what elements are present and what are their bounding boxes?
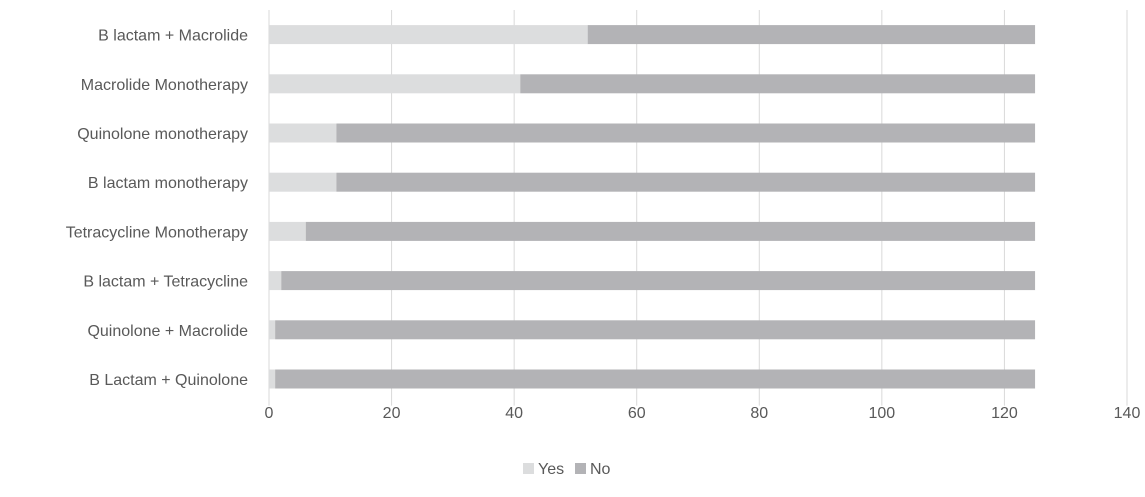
bar-yes-5 <box>269 271 282 291</box>
bar-yes-6 <box>269 320 276 340</box>
legend-label-no: No <box>590 461 611 478</box>
bars <box>269 25 1036 389</box>
bar-no-3 <box>336 172 1036 192</box>
category-label: B lactam monotherapy <box>88 175 248 192</box>
x-tick-label: 140 <box>1114 405 1141 422</box>
category-label: B lactam + Macrolide <box>98 28 248 45</box>
category-label: B Lactam + Quinolone <box>89 372 248 389</box>
legend-swatch-yes <box>523 463 534 474</box>
x-tick-label: 20 <box>383 405 401 422</box>
category-label: Macrolide Monotherapy <box>81 77 248 94</box>
gridlines <box>268 10 1128 406</box>
bar-yes-4 <box>269 221 306 241</box>
x-tick-label: 80 <box>750 405 768 422</box>
category-label: Quinolone + Macrolide <box>87 323 248 340</box>
bar-no-6 <box>275 320 1036 340</box>
x-tick-labels: 0 20 40 60 80 100 120 140 <box>265 405 1141 422</box>
category-label: Tetracycline Monotherapy <box>66 224 248 241</box>
x-tick-label: 0 <box>265 405 274 422</box>
x-tick-label: 60 <box>628 405 646 422</box>
category-label: Quinolone monotherapy <box>77 126 248 143</box>
x-tick-label: 100 <box>869 405 896 422</box>
x-tick-label: 120 <box>991 405 1018 422</box>
bar-no-5 <box>281 271 1036 291</box>
bar-yes-1 <box>269 74 521 94</box>
legend: Yes No <box>523 461 611 478</box>
bar-no-2 <box>336 123 1036 143</box>
legend-label-yes: Yes <box>538 461 564 478</box>
legend-swatch-no <box>575 463 586 474</box>
bar-no-7 <box>275 369 1036 389</box>
category-label: B lactam + Tetracycline <box>83 274 248 291</box>
x-tick-label: 40 <box>505 405 523 422</box>
bar-yes-3 <box>269 172 337 192</box>
bar-no-1 <box>520 74 1036 94</box>
bar-yes-7 <box>269 369 276 389</box>
category-labels: B lactam + Macrolide Macrolide Monotherap… <box>66 28 248 389</box>
bar-no-0 <box>587 25 1036 45</box>
bar-yes-2 <box>269 123 337 143</box>
bar-yes-0 <box>269 25 588 45</box>
bar-no-4 <box>305 221 1036 241</box>
